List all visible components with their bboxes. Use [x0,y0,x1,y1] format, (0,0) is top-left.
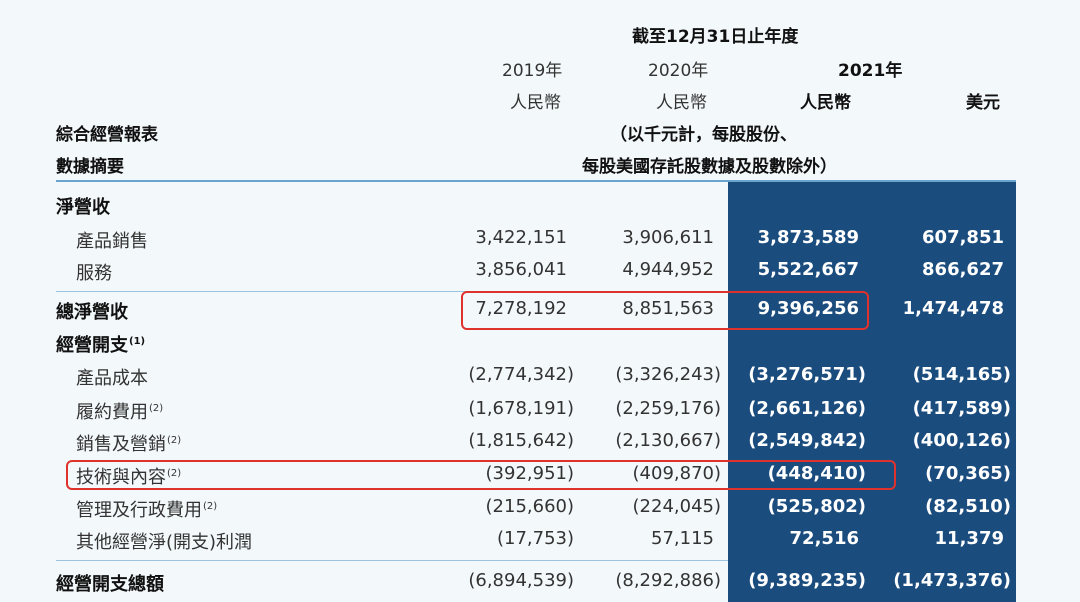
row-label-product-sales: 產品銷售 [76,231,148,252]
cell-fulfillment-2019: (1,678,191) [468,398,574,419]
row-label-cost-of-products: 產品成本 [76,368,148,389]
cell-total-operating-expenses-2021-usd: (1,473,376) [893,570,1011,591]
currency-rmb-2021: 人民幣 [800,93,851,113]
cell-cost-of-products-2021-usd: (514,165) [912,364,1011,385]
cell-product-sales-2021-rmb: 3,873,589 [757,227,859,248]
cell-total-net-revenue-2020: 8,851,563 [622,298,714,319]
cell-other-operating-2020: 57,115 [651,528,714,549]
row-label-total-operating-expenses: 經營開支總額 [56,574,164,595]
footnote-marker: (2) [149,403,164,414]
statement-title: 綜合經營報表 [56,125,158,145]
cell-technology-content-2021-usd: (70,365) [925,463,1011,484]
annotation-box-technology-content [66,460,896,490]
currency-rmb-2020: 人民幣 [656,93,707,113]
header-rule [56,180,1016,182]
cell-other-operating-2019: (17,753) [496,528,574,549]
cell-fulfillment-2021-usd: (417,589) [912,398,1011,419]
cell-other-operating-2021-usd: 11,379 [934,528,1004,549]
year-2019-header: 2019年 [502,61,563,81]
footnote-marker: (2) [203,501,218,512]
subtotal-rule [56,291,728,292]
row-label-sales-marketing: 銷售及營銷(2) [76,434,182,455]
cell-general-admin-2019: (215,660) [485,496,574,517]
currency-rmb-2019: 人民幣 [510,93,561,113]
cell-services-2021-rmb: 5,522,667 [757,259,859,280]
footnote-marker: (2) [167,435,182,446]
row-label-general-admin: 管理及行政費用(2) [76,500,218,521]
year-2020-header: 2020年 [648,61,709,81]
cell-product-sales-2020: 3,906,611 [622,227,714,248]
cell-services-2020: 4,944,952 [622,259,714,280]
unit-note-line1: （以千元計，每股股份、 [610,125,797,145]
cell-other-operating-2021-rmb: 72,516 [789,528,859,549]
cell-technology-content-2021-rmb: (448,410) [767,463,866,484]
cell-product-sales-2019: 3,422,151 [475,227,567,248]
cell-technology-content-2019: (392,951) [485,463,574,484]
row-label-total-net-revenue: 總淨營收 [56,302,128,323]
footnote-marker: (1) [129,336,146,347]
cell-total-operating-expenses-2021-rmb: (9,389,235) [748,570,866,591]
row-label-operating-expenses: 經營開支(1) [56,335,146,356]
row-label-fulfillment: 履約費用(2) [76,402,164,423]
cell-cost-of-products-2021-rmb: (3,276,571) [748,364,866,385]
cell-cost-of-products-2019: (2,774,342) [468,364,574,385]
unit-note-line2: 每股美國存託股數據及股數除外） [582,157,837,177]
cell-technology-content-2020: (409,870) [632,463,721,484]
period-header: 截至12月31日止年度 [632,27,799,47]
total-rule [56,560,728,561]
row-label-other-operating: 其他經營淨(開支)利潤 [76,532,253,553]
highlight-2021-columns [728,180,1016,602]
cell-general-admin-2020: (224,045) [632,496,721,517]
cell-services-2021-usd: 866,627 [922,259,1004,280]
cell-total-operating-expenses-2019: (6,894,539) [468,570,574,591]
cell-total-net-revenue-2021-rmb: 9,396,256 [757,298,859,319]
cell-sales-marketing-2021-usd: (400,126) [912,430,1011,451]
cell-sales-marketing-2020: (2,130,667) [615,430,721,451]
footnote-marker: (2) [167,468,182,479]
cell-total-net-revenue-2021-usd: 1,474,478 [902,298,1004,319]
cell-fulfillment-2021-rmb: (2,661,126) [748,398,866,419]
cell-total-net-revenue-2019: 7,278,192 [475,298,567,319]
cell-sales-marketing-2021-rmb: (2,549,842) [748,430,866,451]
currency-usd: 美元 [966,93,1000,113]
cell-sales-marketing-2019: (1,815,642) [468,430,574,451]
summary-title: 數據摘要 [56,157,124,177]
row-label-net-revenue: 淨營收 [56,197,110,218]
cell-services-2019: 3,856,041 [475,259,567,280]
row-label-technology-content: 技術與內容(2) [76,467,182,488]
row-label-services: 服務 [76,263,112,284]
cell-fulfillment-2020: (2,259,176) [615,398,721,419]
year-2021-header: 2021年 [838,61,903,81]
cell-cost-of-products-2020: (3,326,243) [615,364,721,385]
cell-product-sales-2021-usd: 607,851 [922,227,1004,248]
annotation-box-total-net-revenue [461,291,869,330]
cell-general-admin-2021-rmb: (525,802) [767,496,866,517]
cell-general-admin-2021-usd: (82,510) [925,496,1011,517]
cell-total-operating-expenses-2020: (8,292,886) [615,570,721,591]
